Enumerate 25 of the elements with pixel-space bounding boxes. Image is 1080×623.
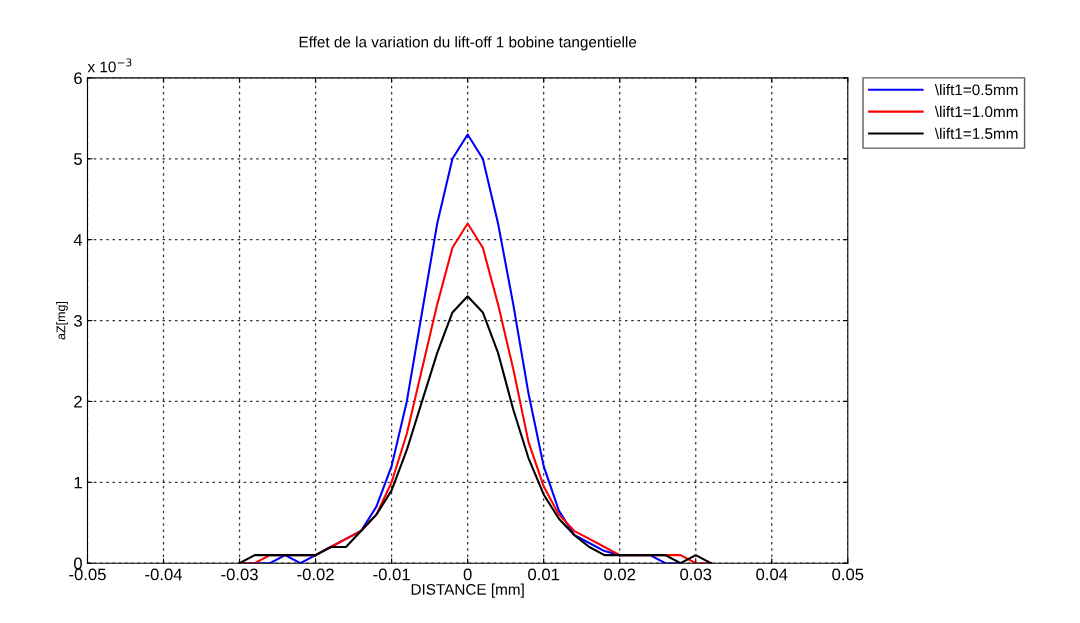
- x-tick-label: 0.02: [604, 568, 636, 581]
- legend-label: \lift1=1.0mm: [934, 105, 1018, 118]
- chart-title: Effet de la variation du lift-off 1 bobine tangentielle: [299, 36, 637, 51]
- y-tick-label: 2: [74, 395, 82, 408]
- x-tick-label: -0.03: [221, 568, 258, 581]
- text: x 10$^{−3}$: [87, 58, 132, 73]
- x-tick-label: 0: [463, 568, 472, 581]
- x-tick-label: -0.02: [297, 568, 334, 581]
- y-tick-label: 1: [74, 476, 82, 489]
- x-axis-title: DISTANCE [mm]: [411, 583, 524, 598]
- y-tick-label: 4: [73, 234, 83, 246]
- y-tick-label: 5: [74, 153, 82, 165]
- x-tick-label: -0.04: [145, 568, 183, 581]
- legend-label: \lift1=0.5mm: [934, 83, 1018, 96]
- x-tick-label: 0.03: [680, 568, 712, 581]
- y-tick-label: 0: [74, 557, 82, 570]
- y-tick-label: 6: [74, 72, 82, 85]
- y-tick-label: 3: [73, 314, 82, 327]
- x-tick-label: 0.04: [756, 568, 788, 581]
- y-axis-title: aZ[mg]: [56, 301, 68, 340]
- x-tick-label: -0.01: [373, 568, 410, 581]
- x-tick-label: 0.05: [832, 568, 864, 581]
- legend-label: \lift1=1.5mm: [934, 127, 1018, 139]
- x-tick-label: 0.01: [528, 568, 560, 581]
- x-tick-label: -0.05: [69, 568, 106, 581]
